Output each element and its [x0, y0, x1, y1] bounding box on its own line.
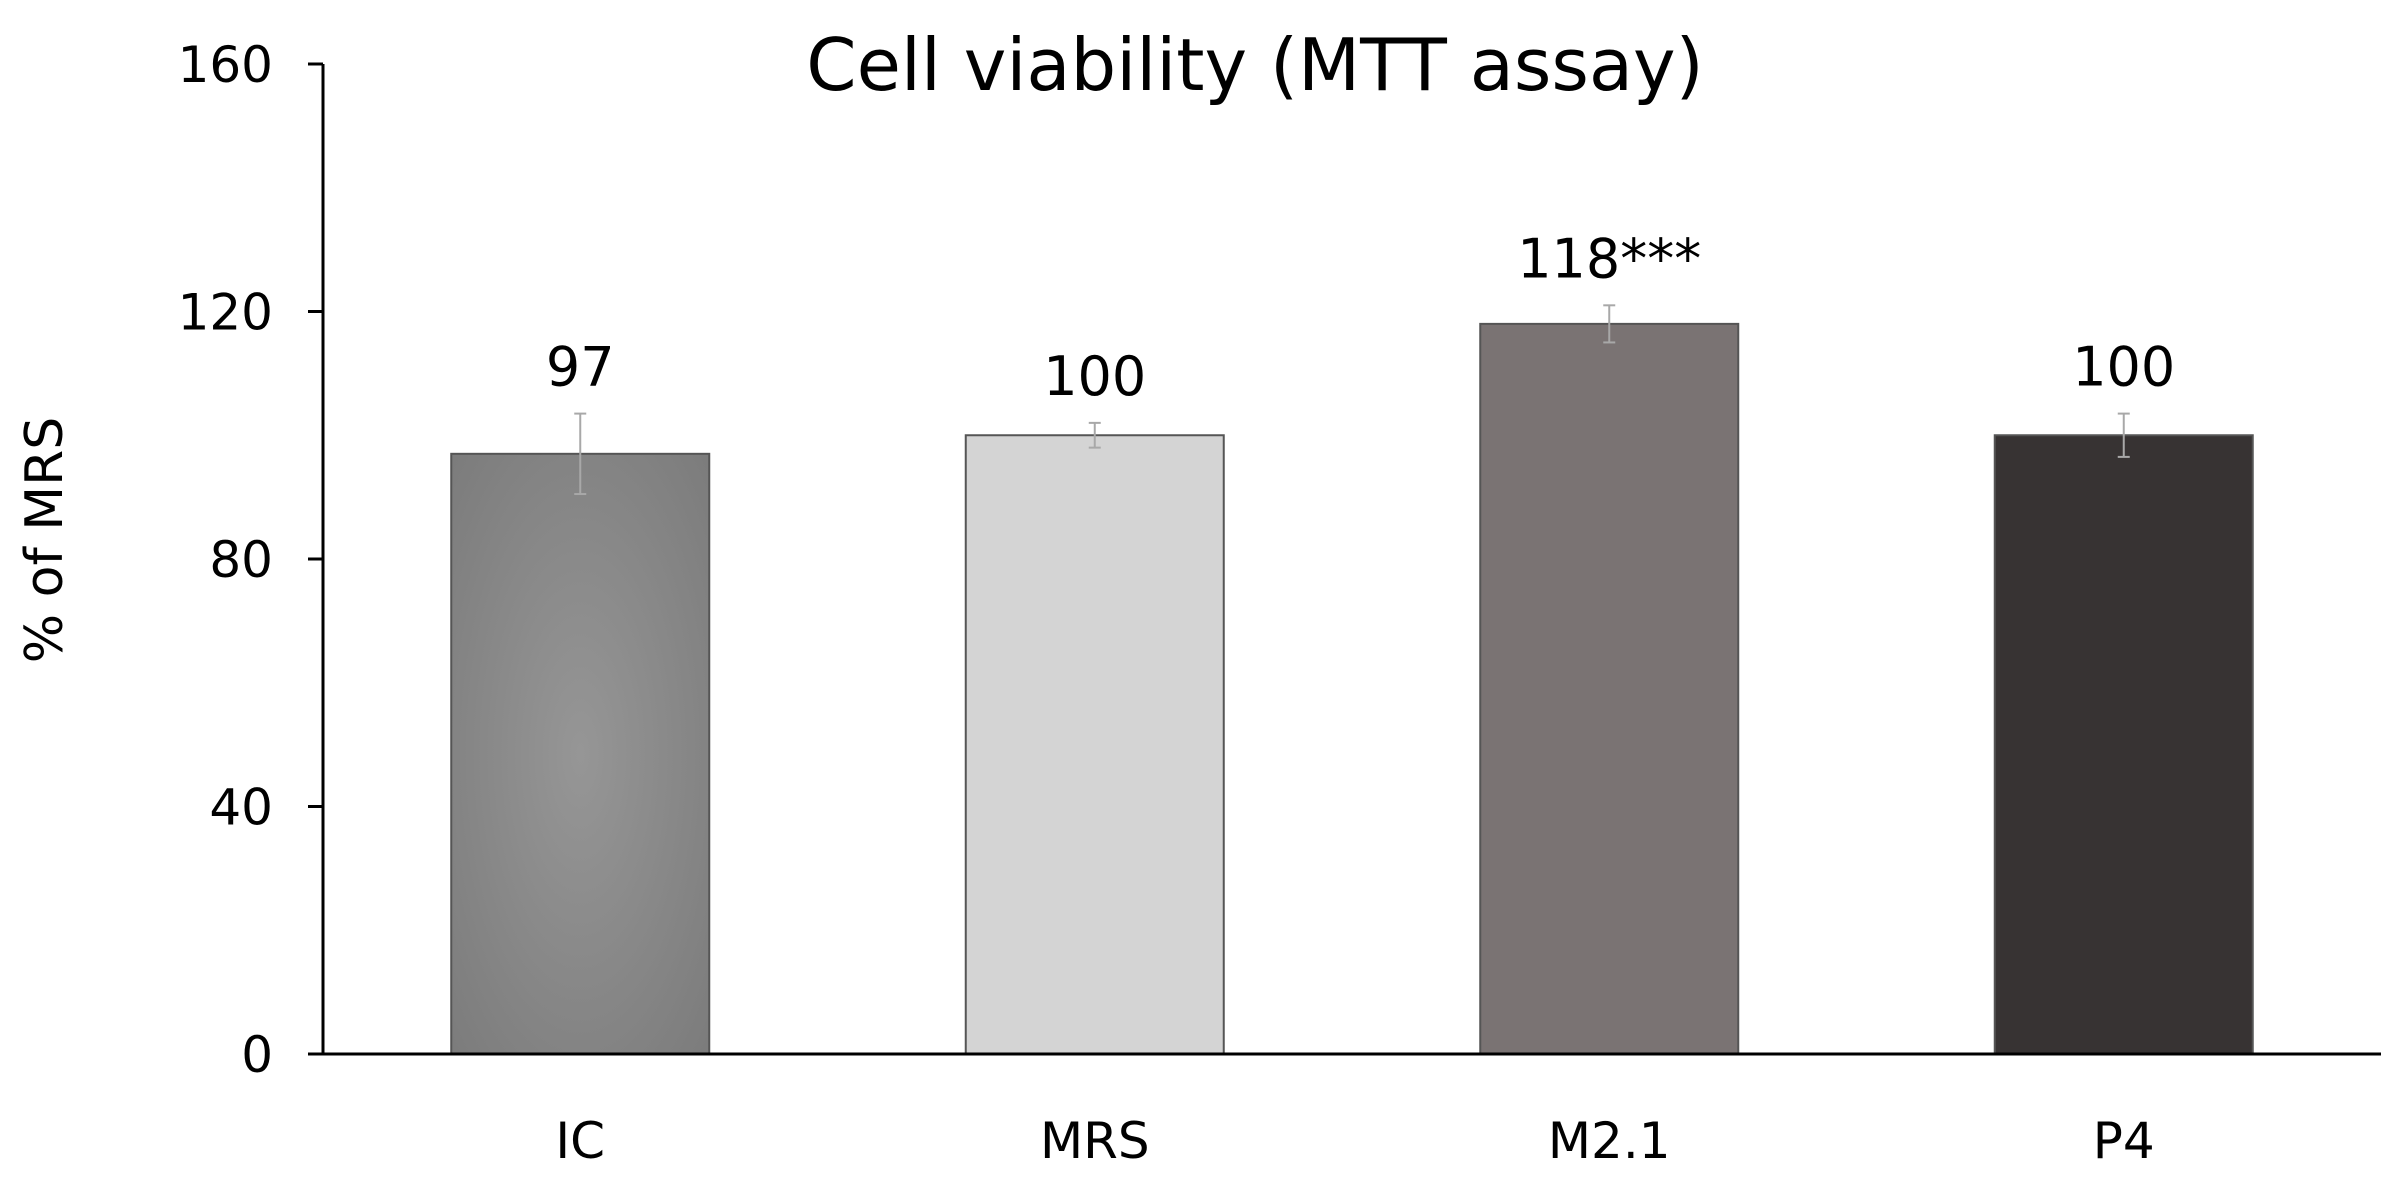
data-label: 100 [2072, 336, 2175, 399]
x-axis: IC MRS M2.1 P4 [555, 1112, 2154, 1170]
bar-m2-1 [1479, 322, 1740, 1055]
data-label: 100 [1043, 345, 1146, 408]
y-tick-label: 80 [209, 531, 273, 589]
y-tick-label: 0 [241, 1026, 273, 1084]
y-tick-label: 120 [178, 284, 273, 342]
chart-title: Cell viability (MTT assay) [806, 23, 1703, 107]
data-label: 118*** [1517, 227, 1701, 290]
data-labels: 97 100 118*** 100 [546, 227, 2175, 408]
y-axis-title: % of MRS [15, 417, 75, 664]
bar-mrs [964, 434, 1225, 1055]
y-axis: 0 40 80 120 160 [178, 36, 323, 1084]
y-tick-label: 40 [209, 779, 273, 837]
data-label: 97 [546, 336, 615, 399]
bar-p4 [1993, 434, 2254, 1055]
error-bars [574, 304, 2130, 496]
bar-ic [450, 452, 711, 1055]
x-tick-label: P4 [2093, 1112, 2155, 1170]
x-tick-label: M2.1 [1548, 1112, 1671, 1170]
x-tick-label: IC [555, 1112, 605, 1170]
bars [450, 322, 2254, 1055]
y-tick-label: 160 [178, 36, 273, 94]
x-tick-label: MRS [1040, 1112, 1150, 1170]
